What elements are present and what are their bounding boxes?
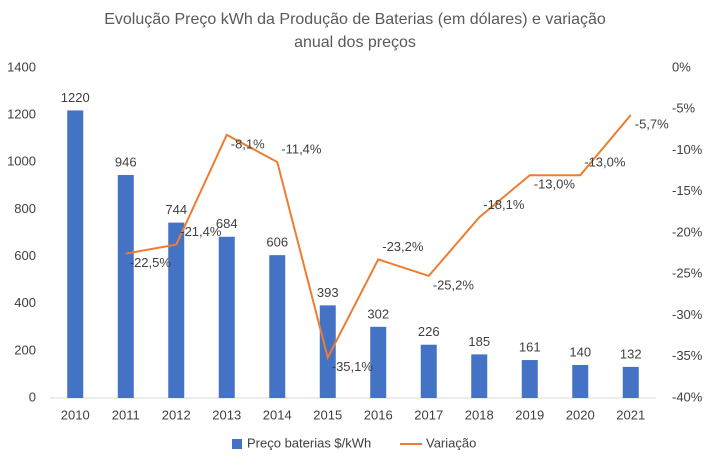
data-label: -21,4% (180, 224, 222, 239)
x-tick-label: 2013 (212, 407, 241, 422)
x-tick-label: 2021 (616, 407, 645, 422)
data-label: 946 (115, 154, 137, 169)
y2-tick-label: -30% (672, 307, 703, 322)
legend-label: Preço baterias $/kWh (247, 435, 371, 450)
y-tick-label: 400 (14, 295, 36, 310)
data-label: 140 (569, 344, 591, 359)
y2-tick-label: -35% (672, 348, 703, 363)
y2-tick-label: -40% (672, 389, 703, 404)
data-label: -23,2% (382, 239, 424, 254)
bar (269, 255, 286, 398)
bar (572, 365, 589, 398)
y-tick-label: 600 (14, 248, 36, 263)
y-tick-label: 1200 (7, 107, 36, 122)
data-label: 684 (216, 216, 238, 231)
x-tick-label: 2020 (566, 407, 595, 422)
data-label: -35,1% (332, 359, 374, 374)
x-tick-label: 2010 (61, 407, 90, 422)
chart-title: Evolução Preço kWh da Produção de Bateri… (104, 11, 606, 28)
data-label: -11,4% (281, 141, 322, 156)
legend-label: Variação (426, 435, 476, 450)
data-label: 132 (620, 346, 642, 361)
y2-tick-label: -10% (672, 142, 703, 157)
data-label: -5,7% (635, 116, 669, 131)
y-tick-label: 200 (14, 342, 36, 357)
y2-tick-label: 0% (672, 59, 691, 74)
y-tick-label: 1400 (7, 59, 36, 74)
y2-tick-label: -15% (672, 183, 703, 198)
data-label: 161 (519, 339, 541, 354)
data-label: -22,5% (130, 255, 172, 270)
data-label: -18,1% (483, 197, 525, 212)
data-label: -8,1% (231, 136, 265, 151)
data-label: -25,2% (433, 277, 475, 292)
data-label: -13,0% (534, 177, 576, 192)
x-tick-label: 2015 (313, 407, 342, 422)
bar (218, 236, 235, 398)
x-tick-label: 2014 (263, 407, 292, 422)
x-tick-label: 2017 (414, 407, 443, 422)
x-tick-label: 2011 (112, 407, 140, 422)
bar (471, 354, 488, 398)
data-label: 302 (367, 306, 389, 321)
y-tick-label: 0 (29, 389, 36, 404)
bar (622, 366, 639, 398)
data-label: 1220 (61, 90, 90, 105)
bar (521, 360, 538, 398)
bar (420, 344, 437, 398)
bar (319, 305, 336, 398)
x-tick-label: 2016 (364, 407, 393, 422)
data-label: 185 (468, 334, 490, 349)
legend-swatch (232, 439, 242, 449)
data-label: 606 (266, 235, 288, 250)
x-tick-label: 2019 (515, 407, 544, 422)
data-label: 393 (317, 285, 339, 300)
y2-tick-label: -25% (672, 266, 703, 281)
x-tick-label: 2018 (465, 407, 494, 422)
y2-tick-label: -20% (672, 224, 703, 239)
line (125, 114, 632, 361)
y-tick-label: 1000 (7, 154, 36, 169)
data-label: 744 (165, 202, 187, 217)
bar (370, 326, 387, 398)
x-tick-label: 2012 (162, 407, 191, 422)
chart-title: anual dos preços (294, 34, 416, 51)
data-label: 226 (418, 324, 440, 339)
bar (168, 222, 185, 398)
bar (117, 175, 134, 398)
y-tick-label: 800 (14, 201, 36, 216)
y2-tick-label: -5% (672, 101, 696, 116)
data-label: -13,0% (584, 155, 626, 170)
bar (67, 110, 84, 398)
